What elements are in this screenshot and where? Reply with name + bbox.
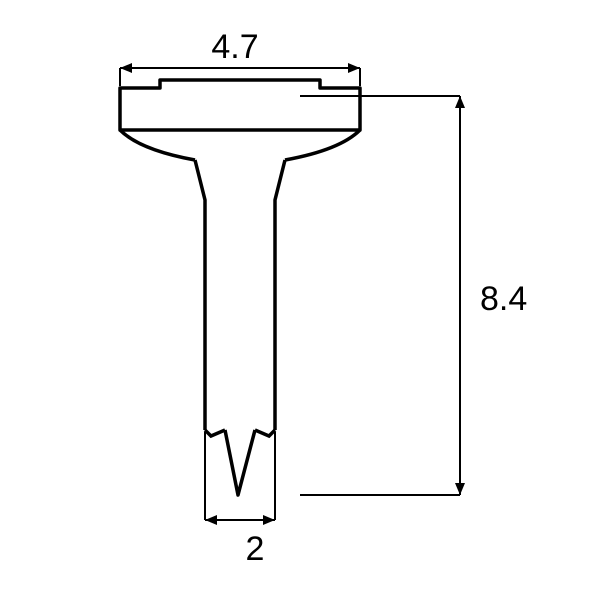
dimension-label-height: 8.4: [480, 280, 527, 318]
part-outline: [120, 80, 360, 495]
dimension-lines: [120, 63, 465, 525]
dimension-label-stem-width: 2: [246, 530, 265, 568]
dimension-drawing: 4.7 8.4 2: [0, 0, 600, 600]
dimension-label-top-width: 4.7: [211, 28, 258, 66]
